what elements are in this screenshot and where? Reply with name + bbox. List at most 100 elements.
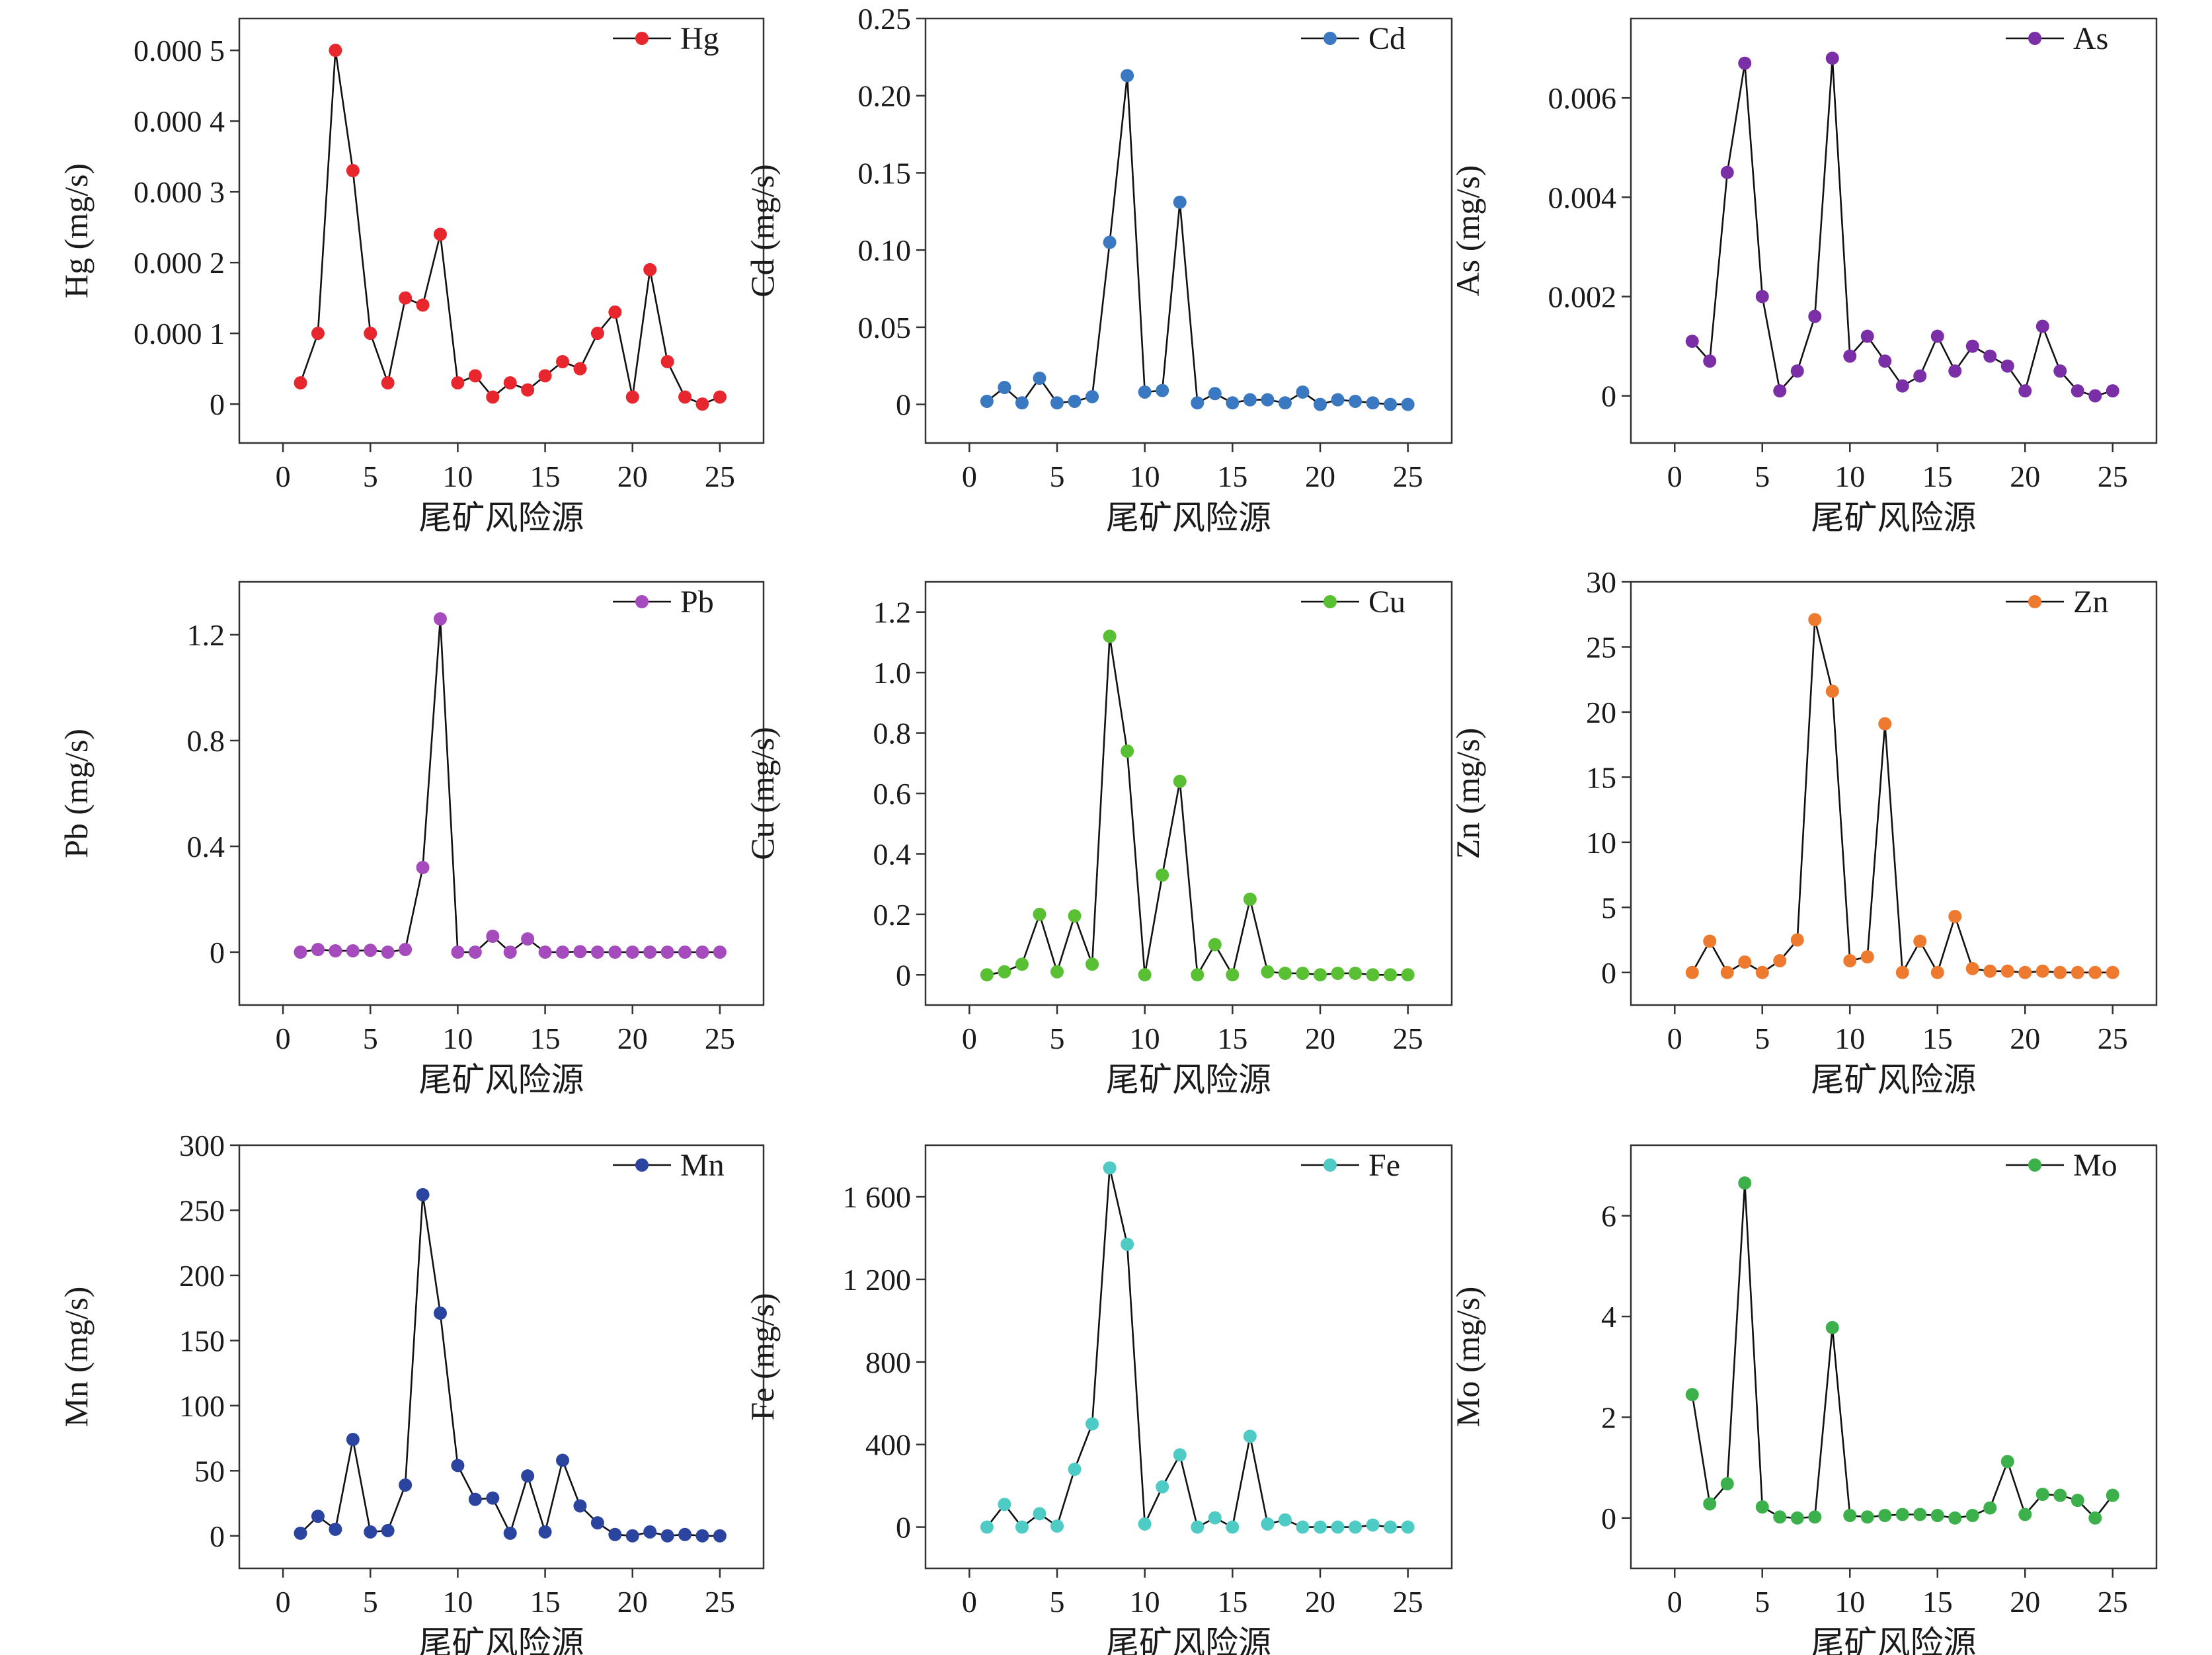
chart-hg-data-point bbox=[643, 262, 657, 276]
chart-zn-x-tick-label: 15 bbox=[1922, 1022, 1953, 1055]
chart-pb-data-point bbox=[294, 946, 307, 959]
chart-mo-data-point bbox=[1703, 1497, 1717, 1511]
chart-mn-x-tick-label: 10 bbox=[442, 1585, 473, 1619]
chart-cd-data-point bbox=[1331, 393, 1345, 407]
chart-fe-data-point bbox=[1086, 1417, 1099, 1431]
chart-cd-data-point bbox=[998, 380, 1011, 394]
chart-cd-data-point bbox=[1349, 394, 1363, 408]
chart-mn-legend-label: Mn bbox=[680, 1148, 725, 1183]
chart-cu-data-point bbox=[1261, 965, 1275, 979]
chart-pb-legend-marker bbox=[635, 595, 649, 608]
chart-zn-data-point bbox=[1895, 965, 1909, 979]
chart-cd-data-point bbox=[1015, 396, 1029, 410]
chart-mn-y-tick-label: 200 bbox=[179, 1259, 225, 1293]
chart-fe-data-point bbox=[1243, 1430, 1257, 1443]
chart-cu-plot-frame bbox=[924, 581, 1453, 1006]
chart-as-data-point bbox=[2035, 319, 2049, 333]
chart-cu-data-point bbox=[1191, 968, 1205, 982]
chart-cd-x-tick-label: 5 bbox=[1050, 460, 1065, 493]
chart-as-data-point bbox=[1983, 349, 1997, 363]
chart-cu-y-tick-label: 0.8 bbox=[873, 717, 912, 750]
chart-fe-data-point bbox=[1103, 1161, 1117, 1175]
chart-fe-data-point bbox=[1050, 1519, 1064, 1533]
chart-as-data-point bbox=[1965, 339, 1979, 353]
chart-mn-data-point bbox=[590, 1516, 604, 1530]
chart-mn-data-point bbox=[695, 1529, 709, 1543]
chart-mo-data-point bbox=[1913, 1508, 1927, 1521]
chart-cd-y-axis-title: Cd (mg/s) bbox=[744, 164, 781, 297]
chart-fe-y-tick-label: 0 bbox=[896, 1511, 911, 1545]
chart-pb-legend-label: Pb bbox=[680, 585, 714, 620]
chart-cd-data-point bbox=[1103, 235, 1117, 249]
chart-mo-data-point bbox=[1790, 1511, 1804, 1525]
chart-hg-x-tick-label: 20 bbox=[617, 460, 648, 493]
chart-fe-y-tick-label: 1 600 bbox=[843, 1180, 912, 1214]
chart-mn-data-point bbox=[433, 1307, 447, 1320]
chart-cd-x-tick-label: 10 bbox=[1130, 460, 1160, 493]
chart-cu-x-tick-label: 15 bbox=[1217, 1022, 1247, 1055]
chart-hg-plot-frame bbox=[238, 17, 765, 444]
chart-mn-y-tick-label: 100 bbox=[179, 1389, 225, 1423]
chart-as-data-point bbox=[1913, 369, 1927, 383]
chart-zn-data-point bbox=[1860, 950, 1874, 964]
chart-mo-x-tick-label: 20 bbox=[2010, 1585, 2040, 1619]
chart-as-y-tick-label: 0.002 bbox=[1548, 280, 1617, 313]
chart-as-y-tick-label: 0.004 bbox=[1548, 181, 1617, 214]
chart-cu-data-point bbox=[1366, 968, 1380, 982]
chart-fe-data-point bbox=[1033, 1507, 1047, 1521]
chart-as-data-point bbox=[1773, 384, 1787, 398]
chart-mo-series-line bbox=[1691, 1183, 2113, 1519]
chart-pb-data-point bbox=[556, 946, 570, 959]
chart-pb-x-tick-label: 15 bbox=[530, 1022, 561, 1055]
chart-zn-x-axis-title: 尾矿风险源 bbox=[1811, 1061, 1977, 1098]
chart-as-data-point bbox=[2000, 359, 2014, 373]
chart-hg-data-point bbox=[660, 354, 674, 368]
chart-pb-series-line bbox=[300, 618, 720, 953]
chart-hg-data-point bbox=[329, 44, 342, 58]
chart-cu-y-axis-title: Cu (mg/s) bbox=[744, 727, 781, 860]
chart-cu-data-point bbox=[1208, 938, 1222, 951]
chart-pb-x-tick-label: 25 bbox=[705, 1022, 735, 1055]
chart-zn-data-point bbox=[1948, 910, 1962, 924]
chart-cu-data-point bbox=[1349, 967, 1363, 980]
chart-mo-data-point bbox=[2000, 1455, 2014, 1469]
chart-hg-x-tick-label: 0 bbox=[276, 460, 291, 493]
chart-mn-legend-marker bbox=[635, 1158, 649, 1172]
chart-zn-data-point bbox=[1843, 954, 1857, 968]
chart-cd-data-point bbox=[1086, 389, 1099, 403]
chart-zn-y-tick-label: 25 bbox=[1586, 630, 1616, 664]
chart-cu-x-tick-label: 25 bbox=[1393, 1022, 1423, 1055]
chart-cu-y-tick-label: 0.4 bbox=[873, 837, 912, 871]
chart-cu-data-point bbox=[1173, 774, 1187, 788]
chart-fe-data-point bbox=[1384, 1520, 1398, 1534]
chart-cd-plot-frame bbox=[924, 17, 1453, 444]
chart-mo-y-tick-label: 0 bbox=[1601, 1502, 1616, 1535]
chart-hg-y-tick-label: 0 bbox=[210, 387, 225, 421]
chart-zn-data-point bbox=[1773, 954, 1787, 968]
chart-hg-data-point bbox=[294, 376, 307, 390]
chart-zn-data-point bbox=[1965, 961, 1979, 975]
chart-pb-data-point bbox=[678, 946, 692, 959]
chart-as-series-line bbox=[1691, 58, 2113, 397]
chart-pb-y-tick-label: 0.8 bbox=[187, 724, 225, 758]
chart-mo-data-point bbox=[1685, 1388, 1699, 1402]
chart-hg-y-tick-label: 0.000 1 bbox=[134, 317, 225, 350]
chart-cd-legend-marker bbox=[1323, 32, 1337, 45]
chart-mn-y-tick-label: 50 bbox=[194, 1454, 225, 1488]
chart-hg-data-point bbox=[399, 291, 413, 305]
chart-mo-data-point bbox=[1755, 1500, 1769, 1514]
chart-zn-y-axis-title: Zn (mg/s) bbox=[1449, 728, 1486, 860]
chart-hg-data-point bbox=[503, 376, 517, 390]
chart-pb-data-point bbox=[590, 946, 604, 959]
chart-hg-data-point bbox=[311, 327, 325, 341]
chart-as-y-tick-label: 0 bbox=[1601, 380, 1616, 413]
chart-pb-x-tick-label: 20 bbox=[617, 1022, 648, 1055]
chart-mn-data-point bbox=[713, 1529, 727, 1543]
chart-hg-x-tick-label: 15 bbox=[530, 460, 561, 493]
chart-mo-y-axis-title: Mo (mg/s) bbox=[1449, 1287, 1486, 1428]
chart-mn-x-tick-label: 15 bbox=[530, 1585, 561, 1619]
chart-fe-data-point bbox=[1208, 1511, 1222, 1525]
chart-zn-y-tick-label: 20 bbox=[1586, 696, 1616, 729]
chart-fe-data-point bbox=[1261, 1517, 1275, 1531]
